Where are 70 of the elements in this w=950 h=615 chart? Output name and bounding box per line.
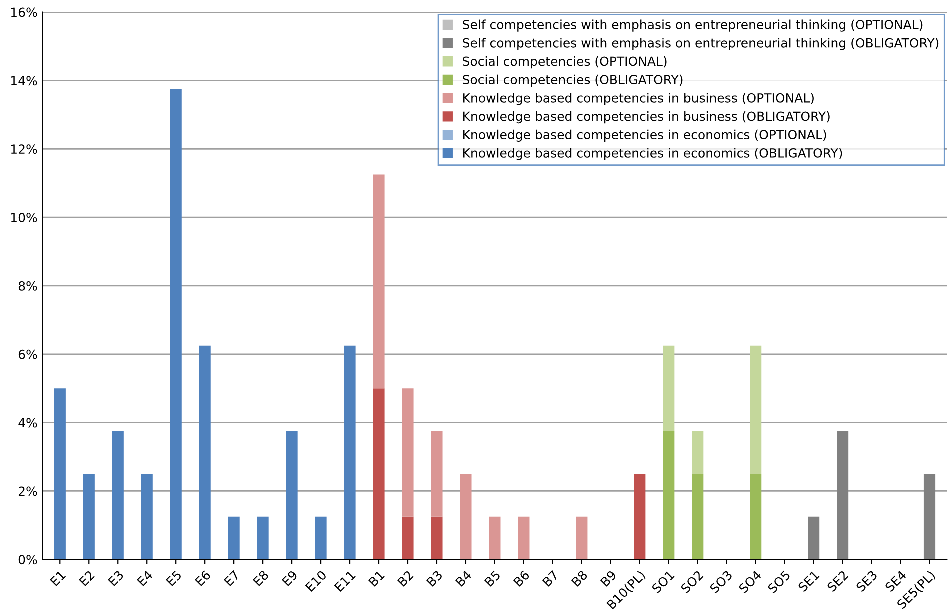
- legend-label: Social competencies (OPTIONAL): [463, 56, 667, 69]
- bar: [315, 516, 327, 560]
- bar: [750, 346, 762, 474]
- bar: [489, 516, 501, 560]
- x-tick-label: E10: [305, 570, 328, 592]
- x-tick-label: B2: [397, 570, 414, 587]
- x-tick-label: SE1: [798, 570, 820, 592]
- y-tick-label: 4%: [18, 418, 38, 428]
- y-tick-label: 6%: [18, 350, 38, 360]
- y-tick-label: 16%: [11, 8, 38, 18]
- x-tick-label: B7: [542, 570, 559, 587]
- bar: [170, 89, 182, 560]
- bar: [402, 516, 414, 560]
- y-tick-label: 8%: [18, 281, 38, 291]
- bar: [286, 431, 298, 560]
- x-tick-label: E7: [224, 570, 240, 586]
- bar: [692, 431, 704, 474]
- x-tick-label: SE3: [856, 570, 878, 592]
- y-tick-label: 10%: [11, 213, 38, 222]
- bar: [663, 346, 675, 432]
- bar: [373, 174, 385, 389]
- x-tick-label: B4: [455, 570, 472, 587]
- x-tick-label: E9: [282, 570, 298, 587]
- bar: [663, 431, 675, 560]
- bar: [373, 388, 385, 560]
- x-tick-label: SE2: [826, 570, 849, 592]
- bar: [257, 516, 269, 560]
- bar: [112, 431, 124, 560]
- x-tick-label: E2: [78, 570, 95, 586]
- x-tick-label: E1: [50, 570, 66, 586]
- legend-label: Knowledge based competencies in economics (OPTIONAL): [464, 130, 826, 142]
- x-tick-label: E8: [252, 570, 270, 587]
- bar: [692, 474, 704, 560]
- legend-label: Knowledge based competencies in economics (OBLIGATORY): [464, 148, 842, 160]
- legend-label: Social competencies (OBLIGATORY): [463, 74, 683, 87]
- y-tick-label: 0%: [18, 555, 38, 565]
- legend-label: Self competencies with emphasis on entrepreneurial thinking (OBLIGATORY): [463, 38, 939, 50]
- bar: [518, 516, 530, 560]
- legend-label: Knowledge based competencies in business (OBLIGATORY): [464, 112, 830, 124]
- y-tick-label: 2%: [18, 486, 38, 496]
- y-tick-label: 14%: [11, 76, 38, 86]
- bar: [808, 516, 820, 560]
- bar: [924, 474, 936, 560]
- y-tick-label: 12%: [11, 144, 38, 154]
- bar: [83, 474, 95, 560]
- x-tick-label: E4: [137, 570, 154, 586]
- x-tick-label: B8: [571, 570, 588, 588]
- x-tick-label: E11: [334, 570, 356, 592]
- x-tick-label: E5: [166, 570, 182, 587]
- bar: [228, 516, 240, 560]
- bar: [431, 431, 443, 517]
- bar: [576, 516, 588, 560]
- x-tick-label: B1: [368, 570, 385, 587]
- bar: [54, 388, 66, 560]
- x-tick-label: E3: [108, 570, 124, 587]
- legend-label: Self competencies with emphasis on entrepreneurial thinking (OPTIONAL): [463, 20, 923, 32]
- bar: [750, 474, 762, 560]
- legend-label: Knowledge based competencies in business (OPTIONAL): [464, 93, 814, 106]
- x-tick-label: B5: [484, 570, 502, 588]
- bar: [402, 388, 414, 517]
- bar: [837, 431, 849, 560]
- bar: [460, 474, 472, 560]
- bar: [141, 474, 153, 560]
- x-tick-label: B3: [426, 570, 444, 588]
- x-tick-label: B6: [513, 570, 530, 588]
- bar: [199, 346, 211, 560]
- bar: [634, 474, 646, 560]
- bar: [344, 346, 356, 560]
- x-tick-label: E6: [194, 570, 212, 587]
- bar: [431, 516, 443, 560]
